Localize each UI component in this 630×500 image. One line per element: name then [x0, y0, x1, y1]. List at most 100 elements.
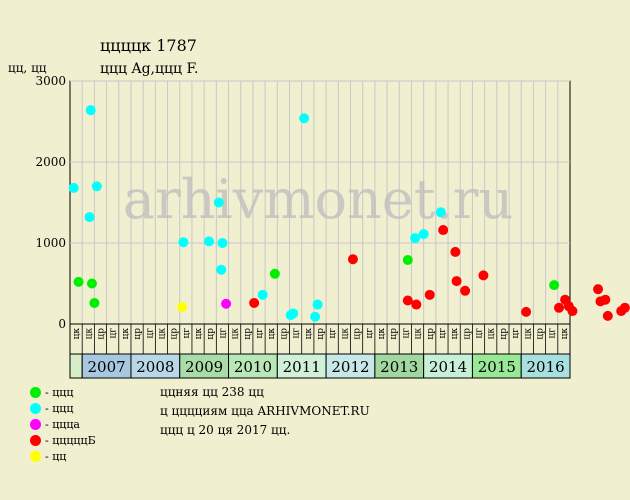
legend-label: - ццц: [45, 401, 74, 415]
data-point: [424, 289, 435, 300]
quarter-label: цк: [84, 328, 94, 340]
quarter-label: цр: [353, 328, 363, 340]
data-point: [285, 310, 296, 321]
legend-item: - цццццБ: [30, 432, 96, 448]
quarter-label: цр: [389, 328, 399, 340]
year-band: [520, 353, 571, 379]
data-points: [68, 105, 630, 322]
year-label: 2010: [234, 358, 272, 376]
quarter-label: цк: [72, 328, 82, 340]
data-point: [269, 268, 280, 279]
quarter-label: цр: [206, 328, 216, 340]
data-point: [86, 278, 97, 289]
quarter-label: цр: [279, 328, 289, 340]
quarter-label: цг: [548, 328, 558, 339]
data-point: [257, 289, 268, 300]
legend: - ццц - ццц - ццца - цццццБ - цц: [30, 384, 96, 464]
quarter-label: цр: [316, 328, 326, 340]
quarter-label: цк: [194, 328, 204, 340]
data-point: [84, 212, 95, 223]
year-label: 2012: [331, 358, 369, 376]
quarter-label: цг: [401, 328, 411, 339]
year-label: 2009: [185, 358, 223, 376]
chart-subtitle: ццц Ag,ццц F.: [100, 61, 198, 77]
quarter-label: цг: [365, 328, 375, 339]
legend-swatch: [30, 402, 41, 414]
note-line: ццняя цц 238 цц: [160, 385, 264, 399]
data-point: [600, 294, 611, 305]
data-point: [460, 285, 471, 296]
data-point: [478, 270, 489, 281]
data-point: [85, 105, 96, 116]
quarter-label: цк: [487, 328, 497, 340]
data-point: [213, 197, 224, 208]
y-tick-label: 0: [58, 317, 66, 331]
quarter-label: цг: [511, 328, 521, 339]
data-point: [567, 306, 578, 317]
quarter-label: цк: [560, 328, 570, 340]
quarter-label: цк: [121, 328, 131, 340]
legend-swatch: [30, 386, 41, 398]
quarter-label: цг: [438, 328, 448, 339]
data-point: [310, 311, 321, 322]
data-point: [91, 181, 102, 192]
data-point: [602, 310, 613, 321]
quarter-label: цг: [255, 328, 265, 339]
y-tick-label: 3000: [35, 74, 66, 88]
data-point: [521, 306, 532, 317]
year-band: [228, 353, 278, 379]
quarter-label: цр: [499, 328, 509, 340]
data-point: [73, 276, 84, 287]
data-point: [593, 284, 604, 295]
watermark: arhivmonet.ru: [123, 168, 513, 231]
note-line: ццц ц 20 ця 2017 цц.: [160, 423, 291, 437]
data-point: [204, 236, 215, 247]
quarter-label: цр: [243, 328, 253, 340]
quarter-label: цг: [182, 328, 192, 339]
year-label: 2011: [283, 358, 321, 376]
legend-swatch: [30, 450, 41, 462]
plot-area: [69, 80, 571, 325]
x-quarter-labels: цк цк цр цг цк цр цг цк цр цг цк цр цг цк цр цг цк цр цг цк…: [69, 323, 571, 355]
data-point: [89, 297, 100, 308]
quarter-label: цг: [292, 328, 302, 339]
data-point: [438, 225, 449, 236]
data-point: [299, 113, 310, 124]
year-label: 2014: [429, 358, 467, 376]
notes: ццняя цц 238 цц ц цццциям цца ARHIVMONET…: [160, 383, 370, 440]
quarter-label: цр: [426, 328, 436, 340]
data-point: [451, 276, 462, 287]
quarter-label: цр: [170, 328, 180, 340]
y-tick-label: 2000: [35, 155, 66, 169]
data-point: [402, 255, 413, 266]
data-point: [177, 301, 188, 312]
y-axis-label: цц, цц: [8, 61, 47, 75]
quarter-label: цк: [340, 328, 350, 340]
quarter-label: цг: [109, 328, 119, 339]
legend-swatch: [30, 434, 41, 446]
data-point: [249, 297, 260, 308]
data-point: [450, 246, 461, 257]
legend-label: - цц: [45, 449, 67, 463]
quarter-label: цк: [523, 328, 533, 340]
data-point: [549, 280, 560, 291]
year-band: [374, 353, 425, 379]
note-line: ц цццциям цца ARHIVMONET.RU: [160, 404, 370, 418]
year-bands: 2007 2008 2009 2010 2011 2012 2013 2014 2015 2016: [69, 353, 571, 379]
year-label: 2015: [478, 358, 516, 376]
quarter-label: цк: [450, 328, 460, 340]
quarter-row: [69, 323, 571, 355]
year-band: [179, 353, 230, 379]
data-point: [554, 302, 565, 313]
data-point: [435, 207, 446, 218]
quarter-label: цг: [328, 328, 338, 339]
legend-label: - ццц: [45, 385, 74, 399]
quarter-label: цк: [267, 328, 277, 340]
quarter-label: цг: [145, 328, 155, 339]
data-point: [418, 229, 429, 240]
legend-label: - цццццБ: [45, 433, 96, 447]
quarter-label: цк: [414, 328, 424, 340]
data-point: [347, 254, 358, 265]
quarter-label: цк: [304, 328, 314, 340]
